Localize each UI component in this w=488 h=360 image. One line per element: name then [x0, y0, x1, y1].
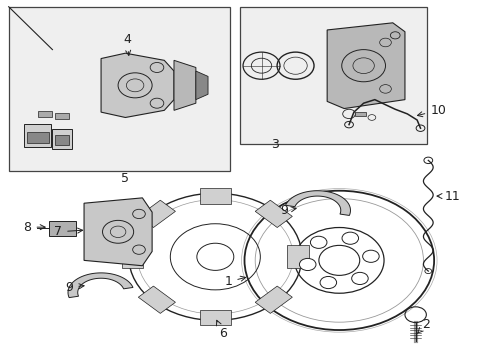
Bar	[9, 7, 229, 171]
Bar	[55, 113, 69, 119]
Circle shape	[351, 273, 367, 284]
Polygon shape	[285, 191, 350, 215]
Text: 3: 3	[271, 138, 279, 151]
Circle shape	[320, 276, 336, 289]
Text: 10: 10	[417, 104, 445, 117]
Polygon shape	[196, 71, 207, 100]
Polygon shape	[326, 23, 404, 109]
Bar	[52, 129, 72, 149]
Polygon shape	[255, 286, 292, 314]
Polygon shape	[138, 286, 175, 314]
Text: 1: 1	[224, 275, 245, 288]
Polygon shape	[122, 246, 143, 268]
Polygon shape	[84, 198, 152, 266]
Polygon shape	[174, 60, 196, 111]
Text: 11: 11	[436, 190, 460, 203]
Circle shape	[310, 236, 326, 248]
Circle shape	[341, 232, 358, 244]
Circle shape	[299, 258, 315, 271]
Text: 5: 5	[121, 172, 129, 185]
Circle shape	[362, 250, 378, 262]
Polygon shape	[138, 200, 175, 228]
Bar	[355, 112, 366, 116]
Bar	[55, 135, 69, 145]
Text: 2: 2	[416, 318, 429, 333]
Bar	[24, 124, 51, 147]
Text: 9: 9	[280, 204, 296, 217]
Text: 6: 6	[216, 320, 226, 340]
Text: 8: 8	[23, 221, 45, 234]
Polygon shape	[200, 188, 230, 204]
Bar	[27, 132, 49, 143]
Text: 9: 9	[65, 281, 84, 294]
Polygon shape	[287, 246, 308, 268]
Text: 7: 7	[54, 225, 82, 238]
Bar	[239, 7, 426, 144]
Polygon shape	[68, 273, 133, 298]
Polygon shape	[255, 200, 292, 228]
Text: 4: 4	[122, 33, 130, 55]
Polygon shape	[200, 310, 230, 325]
Polygon shape	[101, 53, 174, 117]
Bar	[49, 221, 76, 236]
Bar	[38, 111, 52, 117]
